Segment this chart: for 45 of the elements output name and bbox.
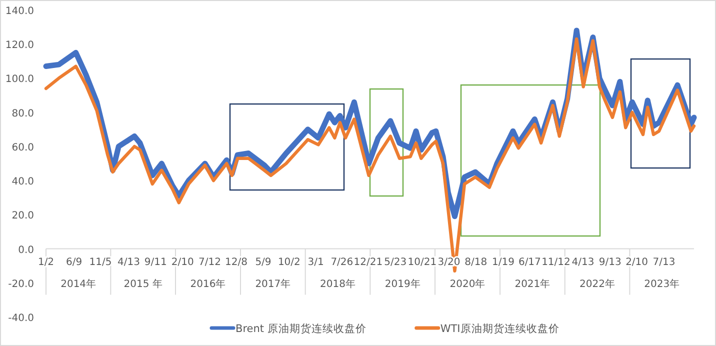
y-tick-label: -40.0: [8, 313, 34, 324]
annotation: 2016年: [190, 278, 226, 290]
x-tick-label: 1/19: [492, 256, 514, 268]
x-tick-label: 10/2: [278, 256, 300, 268]
x-tick-label: 12/21: [354, 256, 383, 268]
y-tick-label: 100.0: [5, 74, 34, 86]
annotation: 2020年: [450, 278, 486, 290]
annotation: 2018年: [320, 278, 356, 290]
x-tick-label: 2/10: [171, 256, 194, 268]
x-tick-label: 5/23: [384, 256, 407, 268]
annotation: 2019年: [384, 278, 420, 290]
legend-label: WTI原油期货连续收盘价: [440, 322, 560, 335]
x-tick-label: 6/9: [66, 256, 82, 268]
x-tick-label: 12/8: [225, 256, 248, 268]
annotation: 2021年: [514, 278, 550, 290]
x-tick-label: 7/26: [330, 256, 354, 268]
annotation: 2023年: [644, 278, 680, 290]
x-tick-label: 11/12: [542, 256, 570, 268]
x-tick-label: 9/11: [144, 256, 167, 268]
x-tick-label: 3/1: [308, 256, 324, 268]
legend-label: Brent 原油期货连续收盘价: [236, 322, 366, 335]
x-tick-label: 7/13: [652, 256, 676, 268]
y-tick-label: 0.0: [18, 244, 34, 256]
annotation: 2017年: [255, 278, 291, 290]
x-tick-label: 6/17: [518, 256, 541, 268]
annotation: 2022年: [580, 278, 616, 290]
x-tick-label: 4/13: [118, 256, 140, 268]
y-tick-label: 20.0: [12, 210, 34, 222]
x-tick-label: 5/9: [255, 256, 272, 268]
x-tick-label: 9/13: [598, 256, 622, 268]
x-tick-label: 7/12: [198, 256, 222, 268]
annotation: 2015 年: [124, 278, 162, 290]
y-tick-label: 80.0: [12, 108, 34, 120]
x-tick-label: 1/2: [38, 256, 54, 268]
x-tick-label: 4/13: [572, 256, 594, 268]
y-tick-label: 40.0: [12, 176, 34, 188]
annotation: 2014年: [60, 278, 96, 290]
x-tick-label: 2/10: [626, 256, 648, 268]
y-tick-label: 120.0: [5, 40, 34, 52]
y-tick-label: 60.0: [12, 142, 34, 154]
x-tick-label: 11/5: [89, 256, 112, 268]
x-tick-label: 10/21: [408, 256, 437, 268]
y-tick-label: 140.0: [5, 6, 34, 17]
x-tick-label: 8/18: [464, 256, 488, 268]
y-tick-label: -20.0: [8, 278, 34, 290]
